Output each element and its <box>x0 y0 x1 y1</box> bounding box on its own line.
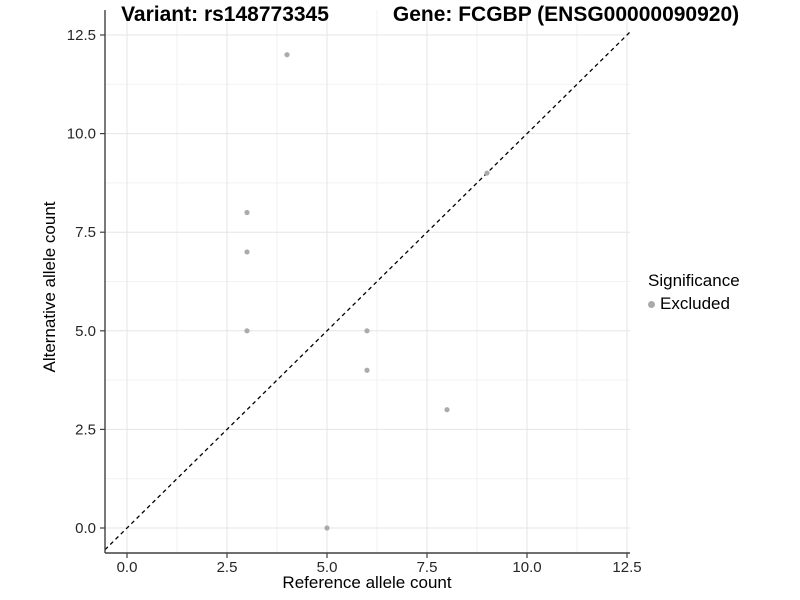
data-point <box>444 407 450 413</box>
x-axis-label: Reference allele count <box>282 573 452 592</box>
y-tick-label: 0.0 <box>75 520 96 537</box>
legend-entry-label: Excluded <box>660 294 730 313</box>
x-tick-label: 0.0 <box>117 559 138 576</box>
data-point <box>484 170 490 176</box>
plot-title-gene: Gene: FCGBP (ENSG00000090920) <box>392 3 740 26</box>
data-point <box>364 328 370 334</box>
data-point <box>244 249 250 255</box>
x-tick-label: 7.5 <box>417 559 438 576</box>
legend-point-icon <box>648 300 655 308</box>
identity-line <box>104 31 631 551</box>
legend-entry: Excluded <box>648 294 740 314</box>
x-tick-label: 5.0 <box>317 559 338 576</box>
y-tick-label: 2.5 <box>75 421 96 438</box>
data-point <box>324 525 330 531</box>
data-point <box>364 367 370 373</box>
plot-title-variant: Variant: rs148773345 <box>121 3 329 26</box>
data-point <box>284 52 290 58</box>
y-tick-label: 7.5 <box>75 224 96 241</box>
y-tick-label: 5.0 <box>75 323 96 340</box>
y-axis-label: Alternative allele count <box>40 201 59 373</box>
legend: Significance Excluded <box>648 271 740 314</box>
y-tick-label: 10.0 <box>67 126 96 143</box>
x-tick-label: 12.5 <box>612 559 641 576</box>
legend-title: Significance <box>648 271 740 290</box>
data-point <box>244 209 250 216</box>
x-tick-label: 2.5 <box>217 559 238 576</box>
x-tick-label: 10.0 <box>512 559 541 576</box>
data-point <box>244 328 250 334</box>
y-tick-label: 12.5 <box>67 27 96 44</box>
